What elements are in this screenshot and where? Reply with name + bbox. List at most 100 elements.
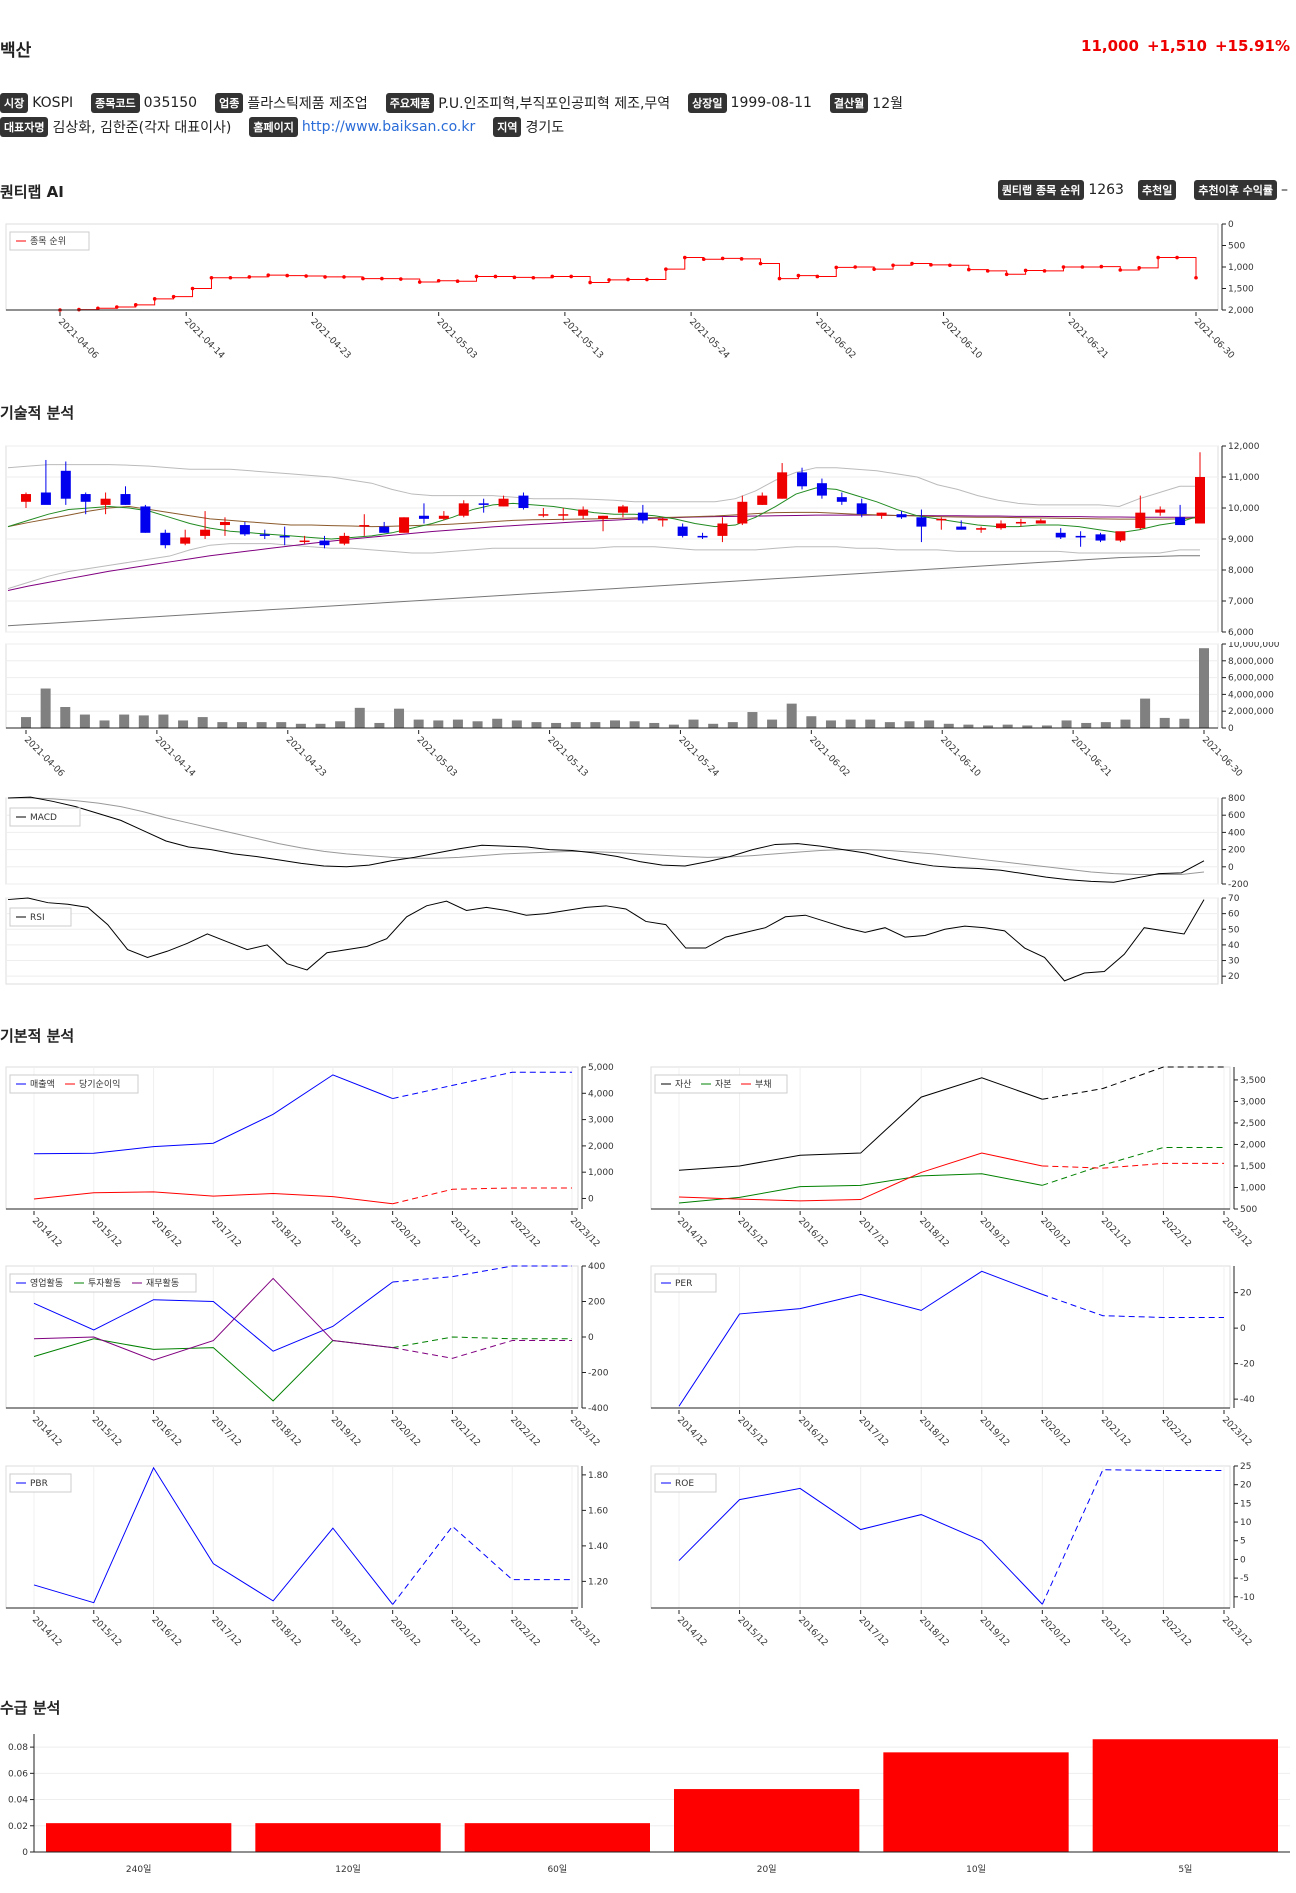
volume-bar [511, 720, 522, 728]
x-tick-label: 2020/12 [1038, 1216, 1072, 1250]
y-tick-label: 1,000 [588, 1168, 614, 1178]
volume-bar [197, 717, 208, 728]
current-price: 11,000 [1081, 37, 1139, 55]
candle-body [21, 494, 31, 502]
x-tick-label: 2018/12 [269, 1615, 303, 1649]
candle-body [498, 498, 509, 507]
plot-frame [5, 1465, 579, 1609]
volume-bar [1081, 722, 1092, 728]
x-tick-label: 2015/12 [90, 1216, 124, 1250]
candlestick-chart: 6,000 7,000 8,000 9,000 10,000 11,000 12,000 [5, 442, 1260, 638]
x-tick-label: 2016/12 [796, 1615, 830, 1649]
x-tick-label: 2015/12 [735, 1216, 769, 1250]
x-tick-label: 2017/12 [857, 1216, 891, 1250]
rank-point [209, 275, 214, 280]
x-tick-label: 2023/12 [1220, 1615, 1254, 1649]
y-tick-label: 500 [1228, 242, 1245, 252]
y-tick-label: 200 [1228, 846, 1245, 856]
cashflow-line [33, 1281, 393, 1352]
candle-body [418, 515, 429, 519]
info-row-2: 대표자명 김상화, 김한준(각자 대표이사) 홈페이지 http://www.baik… [0, 117, 582, 137]
rank-point [645, 277, 649, 282]
info-tag: 대표자명 [0, 117, 49, 137]
candle-body [816, 483, 827, 496]
section-supply-title: 수급 분석 [0, 1699, 61, 1717]
y-tick-label: 400 [588, 1262, 605, 1272]
x-tick-label: 2014/12 [675, 1615, 709, 1649]
rank-point [228, 275, 233, 280]
volume-bar [668, 724, 679, 728]
candle-body [976, 528, 987, 530]
rank-point [985, 269, 990, 273]
supply-chart: 240일 120일 60일 20일 10일 5일 0 0.02 0.04 0.06 0.08 [8, 1734, 1290, 1875]
legend-label: 자본 [715, 1079, 732, 1090]
y-tick-label: 10 [1240, 1518, 1252, 1528]
x-tick-label: 2022/12 [1159, 1216, 1193, 1250]
candle-body [777, 472, 788, 499]
candle-body [239, 525, 250, 535]
x-tick-label: 2015/12 [735, 1415, 769, 1449]
per-line [678, 1270, 1043, 1407]
volume-bar [963, 724, 974, 728]
x-tick-label: 2021-05-24 [687, 317, 731, 361]
price-box: 11,000 +1,510 +15.91% [1073, 37, 1290, 55]
candle-body [1135, 512, 1146, 529]
candle-body [478, 503, 489, 505]
x-tick-label: 2022/12 [1159, 1615, 1193, 1649]
x-tick-label: 2020/12 [1038, 1615, 1072, 1649]
y-tick-label: 40 [1228, 941, 1240, 951]
candle-body [697, 535, 708, 538]
info-value: 플라스틱제품 제조업 [247, 96, 368, 112]
balance-line-forecast [1042, 1146, 1224, 1186]
volume-bar [590, 722, 601, 728]
homepage-link[interactable]: http://www.baiksan.co.kr [301, 119, 476, 135]
x-tick-label: 2014/12 [675, 1415, 709, 1449]
y-tick-label: 8,000 [1228, 566, 1254, 576]
legend-label: RSI [30, 913, 45, 923]
rank-point [626, 277, 630, 282]
candle-body [319, 540, 330, 546]
x-tick-label: 2023/12 [568, 1216, 602, 1250]
candle-body [518, 495, 529, 508]
y-tick-label: 12,000 [1228, 442, 1260, 452]
x-tick-label: 2021-05-13 [561, 317, 605, 361]
legend-box [9, 1273, 197, 1293]
x-tick-label: 2015/12 [90, 1615, 124, 1649]
rank-point [853, 265, 857, 269]
rank-point [1156, 255, 1160, 260]
candle-body [458, 503, 469, 516]
rank-point [701, 257, 706, 262]
candle-body [60, 470, 71, 499]
y-tick-label: 11,000 [1228, 473, 1260, 483]
y-tick-label: 1,500 [1228, 285, 1254, 295]
volume-bar [747, 712, 758, 728]
candle-body [40, 492, 51, 505]
legend-label: 자산 [675, 1079, 692, 1090]
candle-body [896, 514, 907, 518]
volume-bar [1199, 648, 1209, 728]
x-tick-label: 2017/12 [857, 1415, 891, 1449]
balance-chart: 500 1,000 1,500 2,000 2,500 3,000 3,500 2014/12… [650, 1066, 1266, 1250]
candle-body [717, 523, 728, 536]
x-tick-label: 2016/12 [796, 1216, 830, 1250]
y-tick-label: 70 [1228, 894, 1240, 904]
legend-label: 부채 [755, 1079, 772, 1090]
x-tick-label: 2021-04-23 [308, 317, 352, 361]
volume-bar [394, 708, 405, 728]
legend-box [9, 807, 81, 827]
candle-body [876, 512, 887, 516]
info-value: 경기도 [525, 120, 565, 136]
balance-line [678, 1077, 1043, 1171]
rank-point [1004, 272, 1009, 277]
y-tick-label: 3,000 [588, 1116, 614, 1126]
volume-bar [943, 723, 954, 728]
x-tick-label: 5일 [1178, 1864, 1192, 1875]
rank-point [758, 261, 763, 266]
volume-bar [1041, 725, 1052, 728]
volume-bar [99, 720, 110, 728]
rsi-chart: 20 30 40 50 60 70 RSI [5, 894, 1240, 985]
plot-frame [5, 643, 1219, 729]
volume-bar [21, 717, 31, 728]
candle-body [120, 494, 131, 505]
x-tick-label: 2021-04-06 [56, 317, 100, 361]
